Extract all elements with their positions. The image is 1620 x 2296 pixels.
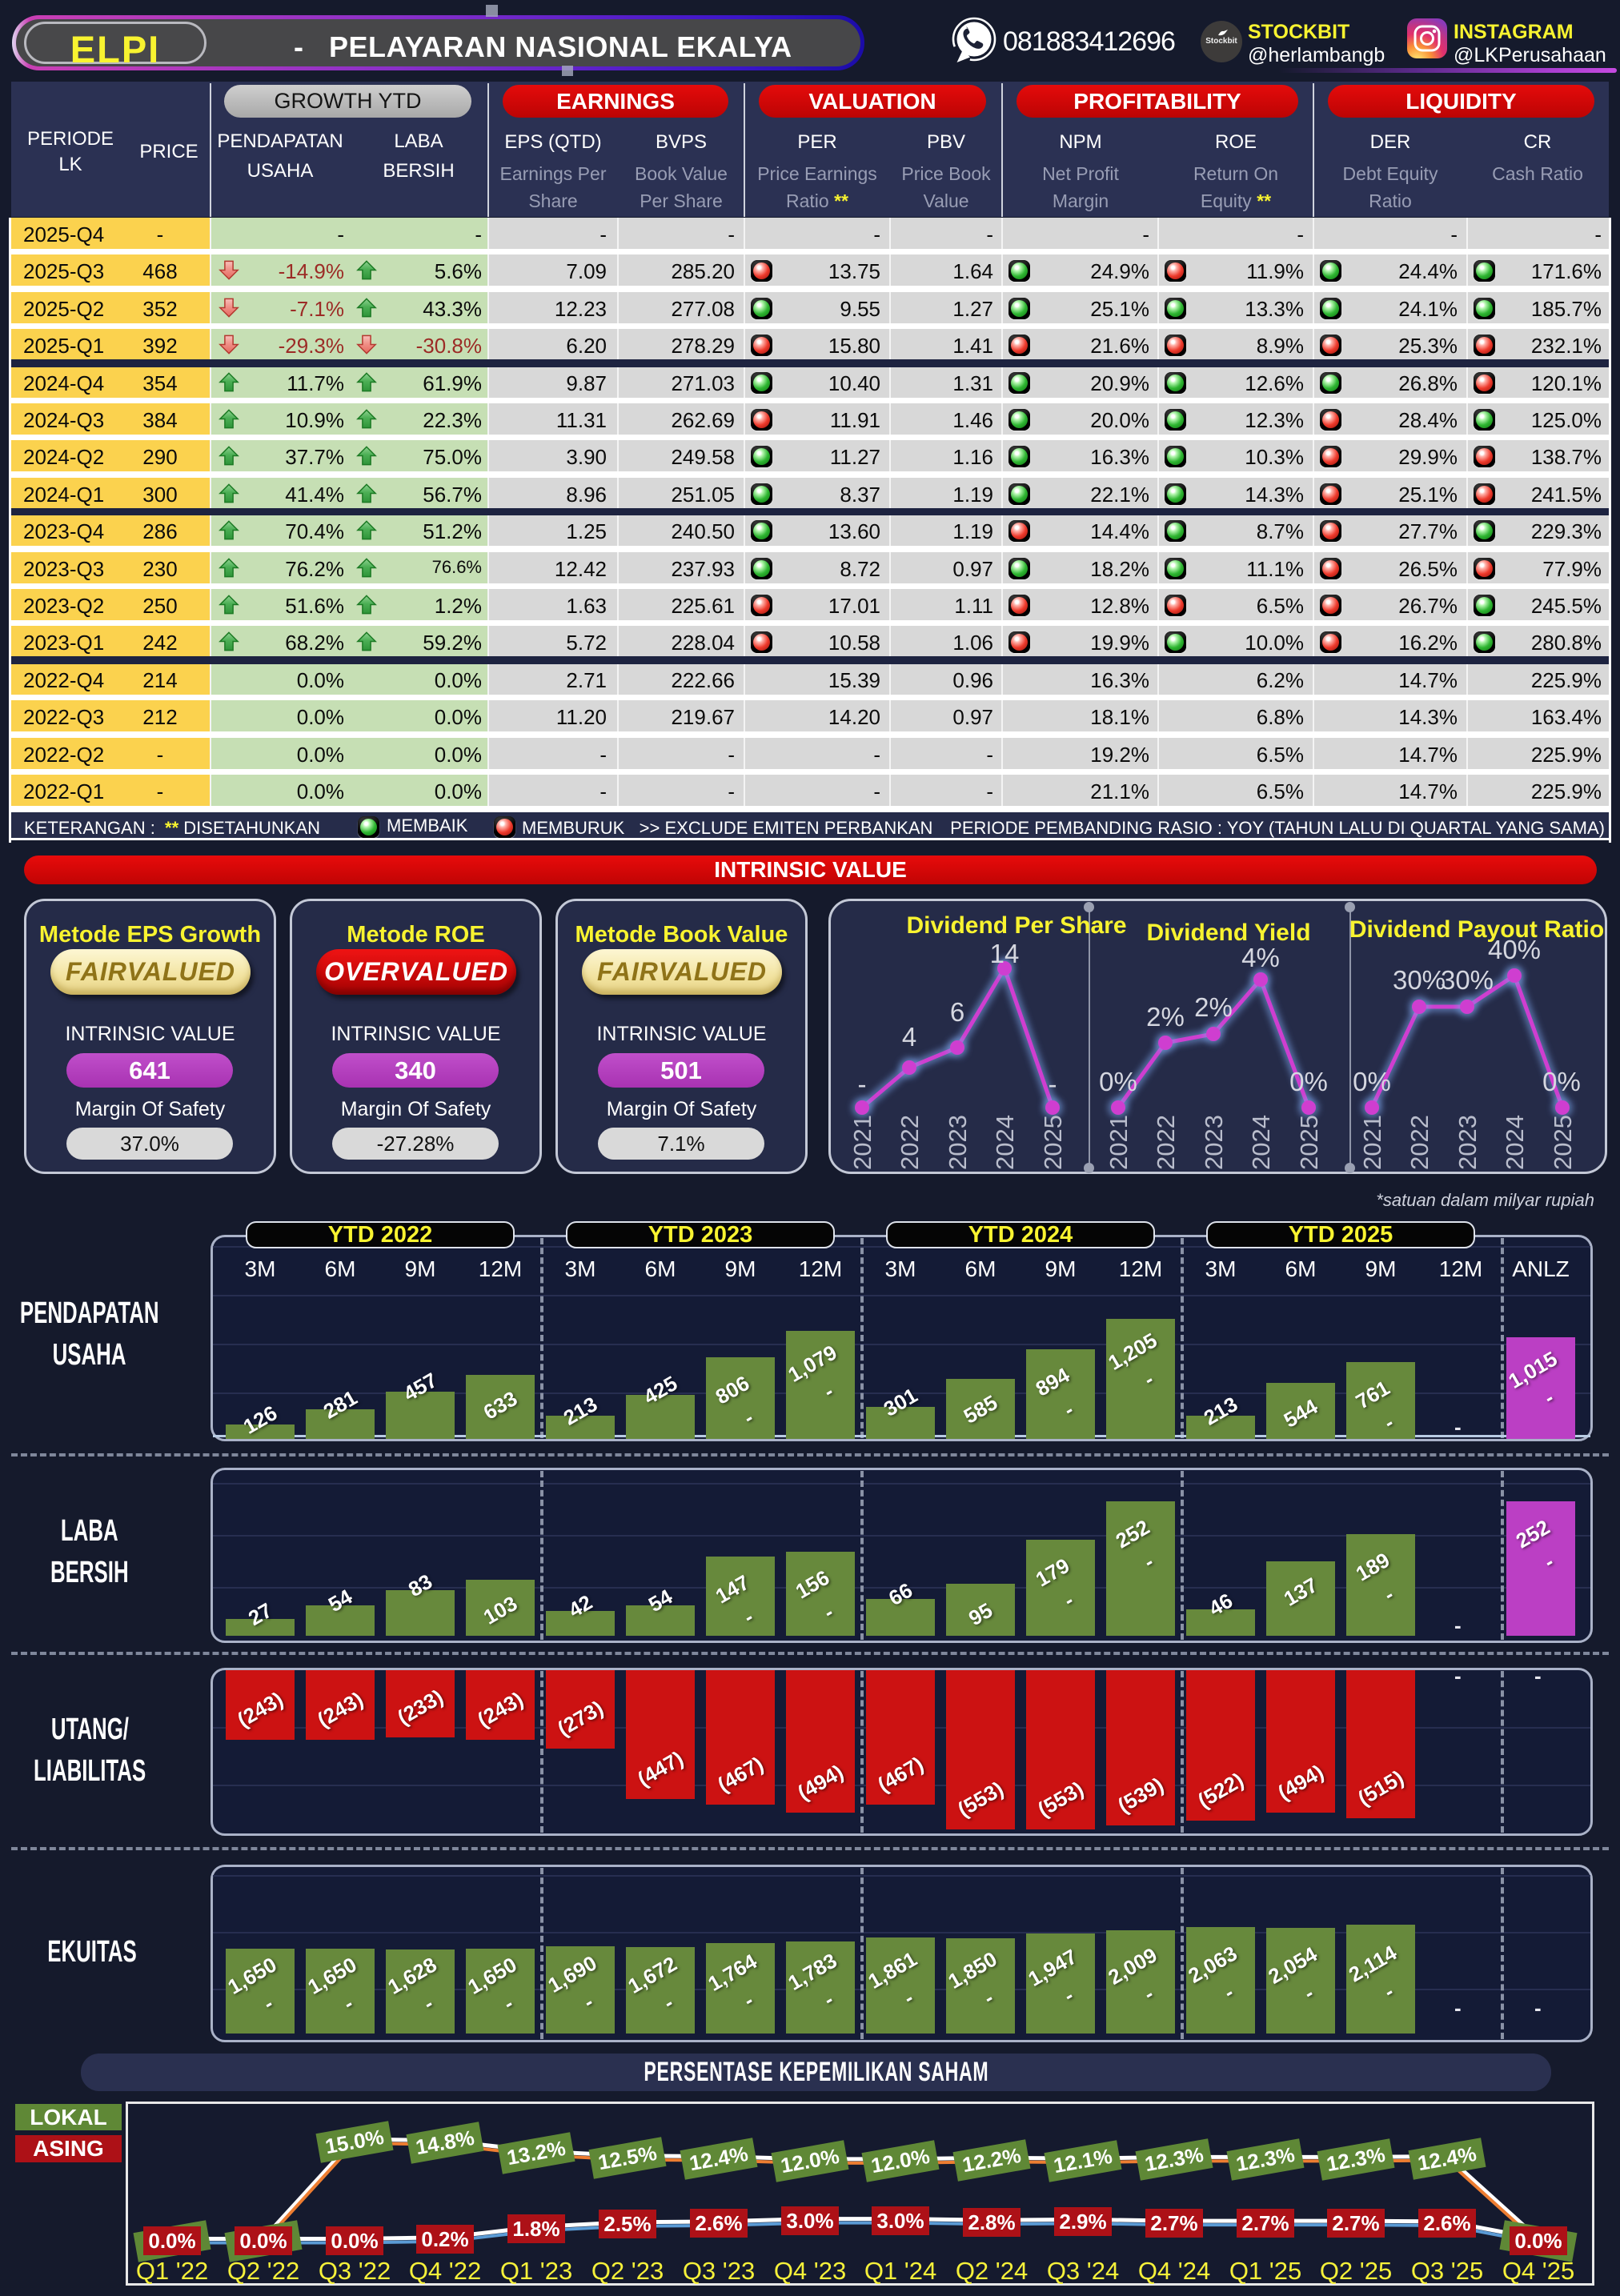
svg-text:2022: 2022 — [1405, 1115, 1434, 1170]
svg-text:2024: 2024 — [1501, 1115, 1529, 1170]
svg-text:2025: 2025 — [1039, 1115, 1067, 1170]
svg-text:2021: 2021 — [848, 1115, 876, 1170]
svg-text:2022: 2022 — [896, 1115, 924, 1170]
svg-text:2023: 2023 — [1454, 1115, 1482, 1170]
svg-text:2024: 2024 — [1247, 1115, 1275, 1170]
svg-text:2021: 2021 — [1358, 1115, 1386, 1170]
svg-text:2025: 2025 — [1295, 1115, 1323, 1170]
svg-text:2023: 2023 — [944, 1115, 972, 1170]
svg-text:2023: 2023 — [1200, 1115, 1228, 1170]
svg-text:2025: 2025 — [1549, 1115, 1577, 1170]
svg-text:2024: 2024 — [991, 1115, 1019, 1170]
svg-text:2021: 2021 — [1105, 1115, 1133, 1170]
svg-text:2022: 2022 — [1152, 1115, 1180, 1170]
